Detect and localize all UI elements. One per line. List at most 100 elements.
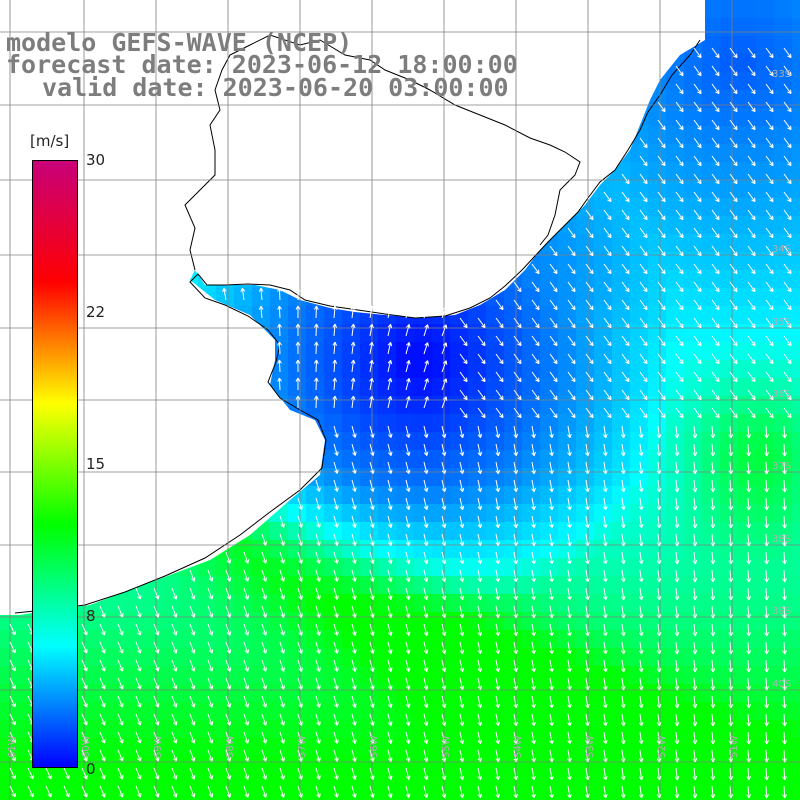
wind-arrow	[674, 425, 680, 439]
field-cell	[576, 594, 595, 613]
wind-arrow	[477, 767, 483, 781]
field-cell	[126, 612, 145, 631]
wind-arrow	[674, 551, 680, 565]
field-cell	[630, 522, 649, 541]
field-cell	[234, 648, 253, 667]
wind-arrow	[621, 371, 630, 383]
wind-arrow	[387, 443, 393, 456]
wind-arrow	[387, 551, 393, 564]
wind-arrow	[350, 323, 356, 337]
field-cell	[378, 468, 397, 487]
field-cell	[378, 504, 397, 523]
wind-arrow	[513, 785, 518, 799]
wind-arrow	[567, 767, 572, 781]
wind-arrow	[692, 461, 698, 475]
wind-arrow	[153, 713, 160, 726]
field-cell	[0, 702, 19, 721]
wind-arrow	[243, 587, 250, 600]
wind-arrow	[549, 389, 558, 401]
wind-arrow	[747, 299, 756, 311]
field-cell	[540, 414, 559, 433]
field-cell	[468, 540, 487, 559]
field-cell	[792, 504, 800, 523]
field-cell	[648, 252, 667, 271]
field-cell	[108, 594, 127, 613]
field-cell	[666, 342, 685, 361]
wind-arrow	[333, 443, 339, 456]
wind-arrow	[783, 101, 792, 113]
field-cell	[576, 630, 595, 649]
field-cell	[792, 486, 800, 505]
field-cell	[414, 450, 433, 469]
wind-arrow	[728, 623, 734, 637]
field-cell	[180, 702, 199, 721]
wind-arrow	[567, 317, 576, 329]
wind-arrow	[405, 677, 411, 690]
field-cell	[558, 522, 577, 541]
field-cell	[126, 702, 145, 721]
wind-arrow	[603, 353, 612, 365]
wind-arrow	[693, 119, 702, 131]
field-cell	[666, 594, 685, 613]
wind-arrow	[81, 749, 88, 762]
wind-arrow	[728, 497, 734, 511]
wind-arrow	[656, 515, 662, 529]
field-cell	[198, 774, 217, 793]
field-cell	[774, 324, 793, 343]
wind-arrow	[675, 209, 684, 221]
field-cell	[612, 360, 631, 379]
field-cell	[774, 126, 793, 145]
wind-arrow	[531, 497, 536, 511]
wind-arrow	[746, 551, 752, 565]
wind-arrow	[477, 713, 483, 727]
field-cell	[792, 450, 800, 469]
field-cell	[540, 702, 559, 721]
wind-arrow	[405, 605, 411, 618]
field-cell	[594, 486, 613, 505]
wind-arrow	[243, 677, 250, 690]
wind-arrow	[117, 659, 124, 672]
wind-arrow	[764, 443, 769, 457]
wind-arrow	[621, 191, 630, 203]
wind-arrow	[710, 767, 716, 781]
wind-arrow	[620, 785, 626, 799]
wind-arrow	[782, 497, 787, 511]
wind-arrow	[549, 623, 554, 637]
wind-arrow	[477, 317, 486, 329]
field-cell	[576, 432, 595, 451]
wind-arrow	[313, 377, 319, 391]
wind-arrow	[441, 342, 448, 355]
wind-arrow	[693, 173, 702, 185]
wind-arrow	[423, 342, 429, 355]
field-cell	[702, 576, 721, 595]
field-cell	[558, 342, 577, 361]
field-cell	[378, 414, 397, 433]
field-cell	[720, 648, 739, 667]
wind-arrow	[674, 461, 680, 475]
wind-arrow	[423, 749, 429, 762]
field-cell	[126, 792, 145, 800]
field-cell	[738, 450, 757, 469]
field-cell	[360, 450, 379, 469]
field-cell	[36, 792, 55, 800]
field-cell	[684, 108, 703, 127]
wind-arrow	[585, 515, 590, 529]
field-cell	[738, 360, 757, 379]
field-cell	[486, 504, 505, 523]
field-cell	[684, 738, 703, 757]
wind-arrow	[99, 677, 106, 690]
field-cell	[108, 774, 127, 793]
field-cell	[720, 774, 739, 793]
field-cell	[180, 792, 199, 800]
wind-arrow	[207, 641, 214, 654]
wind-arrow	[638, 515, 644, 529]
wind-arrow	[315, 587, 321, 600]
field-cell	[522, 468, 541, 487]
field-cell	[684, 360, 703, 379]
field-cell	[162, 756, 181, 775]
wind-arrow	[693, 137, 702, 149]
field-cell	[576, 468, 595, 487]
wind-arrow	[423, 443, 429, 456]
wind-arrow	[747, 227, 756, 239]
wind-arrow	[639, 245, 648, 257]
